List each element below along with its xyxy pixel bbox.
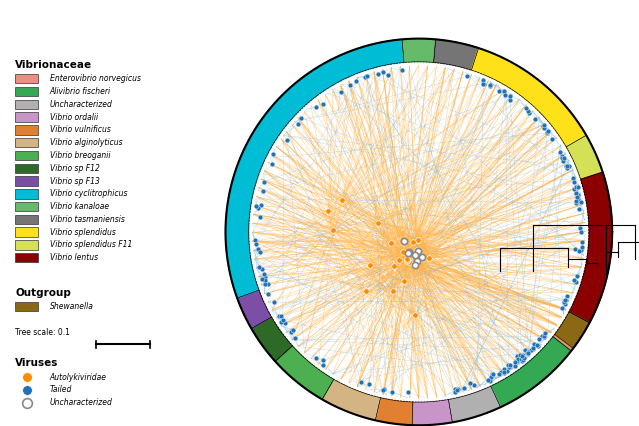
Text: Vibrio sp F12: Vibrio sp F12 bbox=[50, 164, 100, 173]
FancyBboxPatch shape bbox=[15, 87, 38, 96]
FancyBboxPatch shape bbox=[15, 240, 38, 250]
Text: Vibrio cyclitrophicus: Vibrio cyclitrophicus bbox=[50, 189, 127, 199]
FancyBboxPatch shape bbox=[15, 215, 38, 224]
FancyBboxPatch shape bbox=[15, 125, 38, 135]
Text: Vibrio splendidus F11: Vibrio splendidus F11 bbox=[50, 240, 132, 250]
Text: Alivibrio fischeri: Alivibrio fischeri bbox=[50, 87, 111, 96]
Polygon shape bbox=[491, 337, 571, 407]
Text: Vibrio splendidus: Vibrio splendidus bbox=[50, 227, 116, 237]
Text: Vibrio breoganii: Vibrio breoganii bbox=[50, 151, 111, 160]
Text: Tailed: Tailed bbox=[50, 385, 72, 394]
Polygon shape bbox=[412, 400, 452, 425]
Text: Vibrionaceae: Vibrionaceae bbox=[15, 60, 93, 69]
Polygon shape bbox=[472, 48, 586, 147]
FancyBboxPatch shape bbox=[15, 151, 38, 160]
Polygon shape bbox=[553, 312, 590, 351]
Text: Shewanella: Shewanella bbox=[50, 302, 94, 311]
Polygon shape bbox=[226, 39, 404, 298]
FancyBboxPatch shape bbox=[15, 112, 38, 122]
FancyBboxPatch shape bbox=[15, 176, 38, 186]
Polygon shape bbox=[555, 312, 590, 348]
Polygon shape bbox=[375, 398, 413, 425]
FancyBboxPatch shape bbox=[15, 164, 38, 173]
Text: Viruses: Viruses bbox=[15, 358, 59, 368]
FancyBboxPatch shape bbox=[15, 100, 38, 109]
Circle shape bbox=[249, 62, 589, 402]
Polygon shape bbox=[449, 386, 500, 422]
Text: Tree scale: 0.1: Tree scale: 0.1 bbox=[15, 328, 70, 337]
Polygon shape bbox=[569, 172, 612, 323]
Polygon shape bbox=[251, 317, 293, 361]
FancyBboxPatch shape bbox=[15, 253, 38, 262]
Text: Enterovibrio norvegicus: Enterovibrio norvegicus bbox=[50, 74, 141, 83]
Text: Vibrio lentus: Vibrio lentus bbox=[50, 253, 98, 262]
FancyBboxPatch shape bbox=[15, 202, 38, 211]
FancyBboxPatch shape bbox=[15, 138, 38, 147]
Text: Uncharacterized: Uncharacterized bbox=[50, 100, 112, 109]
Polygon shape bbox=[566, 135, 603, 179]
FancyBboxPatch shape bbox=[15, 189, 38, 199]
Text: Vibrio sp F13: Vibrio sp F13 bbox=[50, 176, 100, 186]
Polygon shape bbox=[275, 346, 334, 400]
Text: Vibrio alginolyticus: Vibrio alginolyticus bbox=[50, 138, 123, 147]
Polygon shape bbox=[237, 290, 272, 328]
Text: Uncharacterized: Uncharacterized bbox=[50, 398, 112, 407]
Text: Vibrio vulnificus: Vibrio vulnificus bbox=[50, 125, 111, 135]
Text: Vibrio tasmaniensis: Vibrio tasmaniensis bbox=[50, 215, 125, 224]
Text: Vibrio ordalii: Vibrio ordalii bbox=[50, 112, 98, 122]
Polygon shape bbox=[402, 39, 436, 63]
FancyBboxPatch shape bbox=[15, 74, 38, 83]
Polygon shape bbox=[434, 39, 479, 70]
Text: Autolykiviridae: Autolykiviridae bbox=[50, 372, 107, 382]
Text: Vibrio kanaloae: Vibrio kanaloae bbox=[50, 202, 109, 211]
FancyBboxPatch shape bbox=[15, 302, 38, 311]
Text: Outgroup: Outgroup bbox=[15, 288, 71, 297]
Polygon shape bbox=[322, 379, 381, 420]
FancyBboxPatch shape bbox=[15, 227, 38, 237]
